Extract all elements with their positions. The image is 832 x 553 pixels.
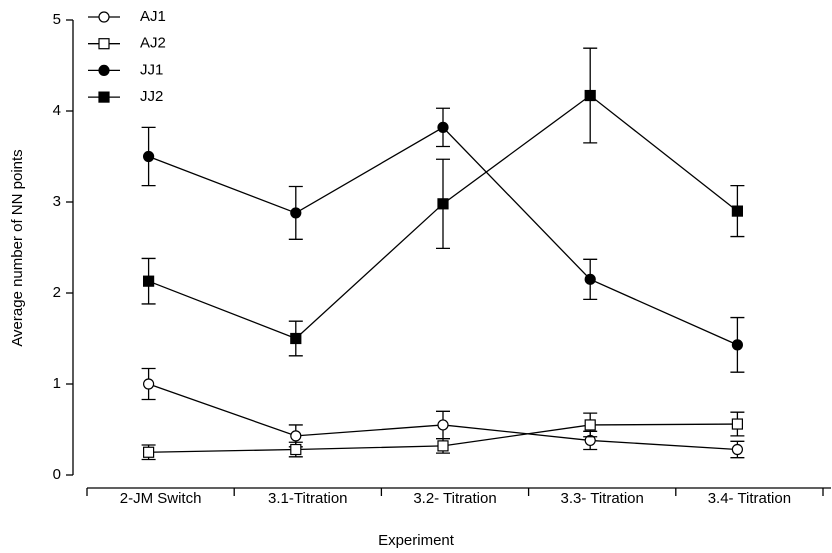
data-point bbox=[143, 378, 155, 390]
legend-marker bbox=[98, 64, 110, 77]
y-tick-label: 5 bbox=[53, 11, 61, 28]
x-tick-label: 3.1-Titration bbox=[268, 490, 347, 507]
data-point bbox=[143, 275, 155, 287]
data-point bbox=[437, 198, 449, 210]
data-point bbox=[731, 443, 744, 456]
legend-label: AJ2 bbox=[140, 35, 166, 52]
data-point bbox=[290, 430, 302, 442]
x-tick-label: 3.4- Titration bbox=[708, 490, 791, 507]
y-tick-label: 1 bbox=[53, 375, 61, 392]
x-axis-label: Experiment bbox=[378, 532, 455, 549]
data-point bbox=[437, 440, 449, 452]
data-point bbox=[143, 446, 155, 458]
legend-marker bbox=[98, 91, 110, 103]
data-point bbox=[290, 443, 302, 456]
y-tick-label: 0 bbox=[53, 466, 61, 483]
data-point bbox=[437, 121, 449, 133]
legend-label: AJ1 bbox=[140, 8, 166, 25]
data-point bbox=[584, 89, 596, 102]
data-point bbox=[143, 150, 155, 163]
y-axis-label: Average number of NN points bbox=[9, 149, 26, 346]
data-point bbox=[290, 332, 302, 345]
y-tick-label: 4 bbox=[53, 102, 61, 119]
legend-marker bbox=[98, 11, 110, 23]
y-tick-label: 3 bbox=[53, 193, 61, 210]
data-point bbox=[584, 273, 596, 285]
legend-marker bbox=[98, 38, 110, 50]
legend-label: JJ2 bbox=[140, 88, 163, 105]
data-point bbox=[584, 419, 596, 431]
data-point bbox=[731, 339, 744, 351]
data-point bbox=[731, 418, 744, 430]
legend-label: JJ1 bbox=[140, 61, 163, 78]
y-tick-label: 2 bbox=[53, 284, 61, 301]
data-point bbox=[290, 207, 302, 219]
x-tick-label: 3.2- Titration bbox=[413, 490, 496, 507]
x-tick-label: 2-JM Switch bbox=[120, 490, 202, 507]
data-point bbox=[437, 419, 449, 431]
x-tick-label: 3.3- Titration bbox=[561, 490, 644, 507]
data-point bbox=[731, 205, 744, 217]
